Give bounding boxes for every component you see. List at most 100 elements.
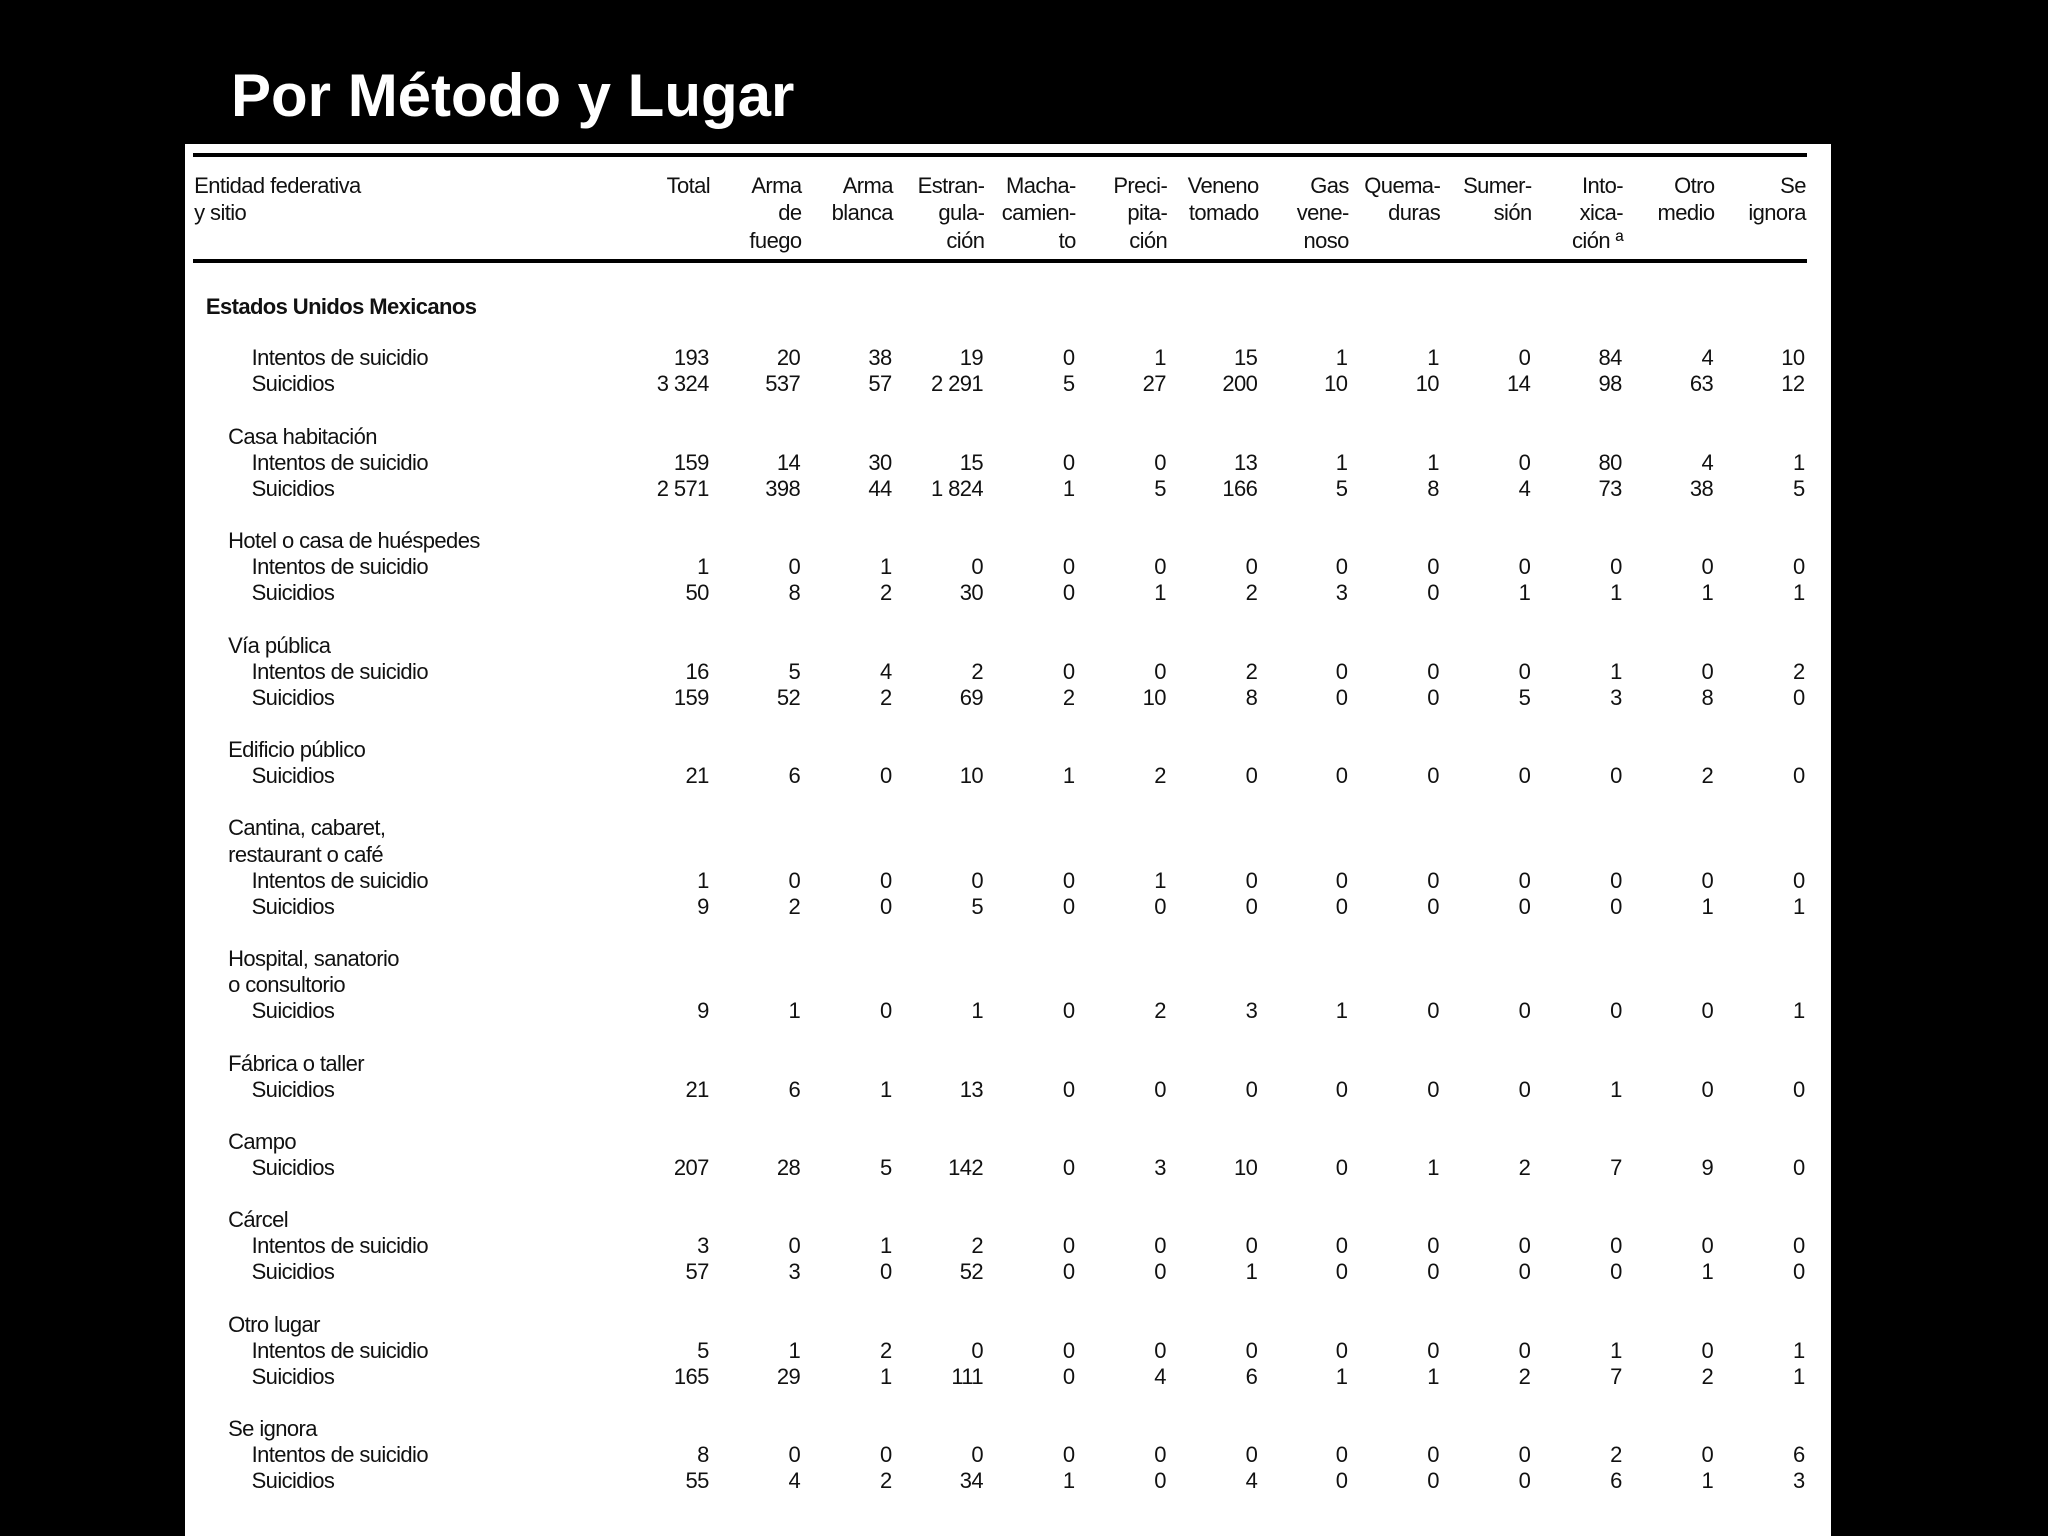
cell: 13 [1234,449,1258,475]
cell: 0 [1245,893,1258,919]
cell: 0 [1062,1259,1075,1285]
cell: 80 [1598,449,1622,475]
cell: 0 [1062,998,1075,1024]
cell: 0 [1427,867,1439,893]
cell: 1 [1792,893,1805,919]
cell: 193 [673,345,710,371]
cell: 52 [959,1259,984,1285]
cell: 10 [1781,345,1805,371]
cell: 207 [673,1155,710,1180]
row-label: Suicidios [251,580,335,606]
section-label: Fábrica o taller [228,1050,365,1076]
row-label: Suicidios [251,1259,335,1285]
cell: 0 [1335,1155,1348,1180]
cell: 0 [1701,658,1714,684]
cell: 0 [1792,1076,1805,1102]
cell: 84 [1598,345,1622,371]
cell: 1 [1792,1363,1805,1389]
cell: 38 [1689,475,1714,501]
cell: 0 [1245,763,1258,789]
cell: 57 [868,371,892,397]
cell: 0 [1062,1442,1075,1468]
cell: 0 [1154,449,1166,475]
row-label: Suicidios [251,893,335,919]
cell: 0 [788,867,801,893]
cell: 0 [1518,345,1531,371]
cell: 0 [1610,998,1622,1024]
cell: 1 [1062,1468,1075,1494]
cell: 2 [879,1337,892,1363]
cell: 0 [788,1442,801,1468]
cell: 21 [685,1076,709,1102]
header-cell: camien- [1001,200,1077,226]
cell: 0 [879,763,892,789]
cell: 3 [1792,1468,1805,1494]
cell: 1 [1610,1337,1622,1363]
cell: 21 [685,763,709,789]
cell: 10 [1324,371,1348,397]
cell: 0 [1610,554,1622,580]
cell: 1 [1427,345,1439,371]
header-cell: Veneno [1187,172,1260,198]
cell: 6 [788,1076,801,1102]
cell: 0 [1427,1233,1439,1259]
cell: 0 [1701,867,1714,893]
section-label: Casa habitación [228,423,377,449]
cell: 0 [1062,658,1075,684]
cell: 2 [1245,580,1258,606]
section-label: o consultorio [228,972,346,998]
cell: 1 [1335,998,1348,1024]
row-label: Suicidios [251,998,335,1024]
header-cell: Arma [751,172,802,198]
cell: 2 291 [930,371,984,397]
cell: 0 [1518,554,1531,580]
cell: 0 [879,998,892,1024]
cell: 1 [1427,449,1439,475]
cell: 0 [971,554,984,580]
cell: 0 [1335,1233,1348,1259]
cell: 3 [1335,580,1348,606]
cell: 8 [1245,684,1258,710]
cell: 0 [1245,1076,1258,1102]
cell: 3 [697,1233,709,1259]
header-cell: Quema- [1364,172,1441,198]
cell: 1 [1518,580,1531,606]
cell: 4 [1518,475,1531,501]
cell: 0 [1335,1337,1348,1363]
cell: 1 [879,554,892,580]
cell: 0 [1245,1442,1258,1468]
cell: 0 [1518,763,1531,789]
cell: 1 [1245,1259,1258,1285]
cell: 0 [1154,1337,1166,1363]
header-cell: medio [1657,200,1716,226]
cell: 0 [879,893,892,919]
cell: 0 [1062,580,1075,606]
cell: 166 [1222,475,1258,501]
cell: 57 [685,1259,709,1285]
row-label: Suicidios [251,1363,335,1389]
cell: 10 [1415,371,1440,397]
cell: 1 [1062,475,1075,501]
cell: 0 [971,1442,984,1468]
section-label: Vía pública [228,632,331,658]
cell: 2 [1154,998,1166,1024]
cell: 398 [765,475,801,501]
cell: 0 [788,1233,801,1259]
cell: 1 [879,1363,892,1389]
cell: 111 [951,1363,984,1389]
header-cell: noso [1303,227,1349,253]
cell: 52 [776,684,801,710]
cell: 0 [1154,1233,1166,1259]
cell: 0 [1335,1468,1348,1494]
cell: 0 [1062,1233,1075,1259]
cell: 15 [959,449,984,475]
section-label: Cantina, cabaret, [228,815,386,841]
cell: 0 [1427,1442,1439,1468]
cell: 159 [673,684,710,710]
header-cell: de [778,200,802,226]
cell: 4 [1701,449,1714,475]
cell: 1 [1154,345,1166,371]
cell: 0 [1062,1337,1075,1363]
header-cell: to [1058,227,1077,253]
cell: 1 [1427,1155,1439,1180]
